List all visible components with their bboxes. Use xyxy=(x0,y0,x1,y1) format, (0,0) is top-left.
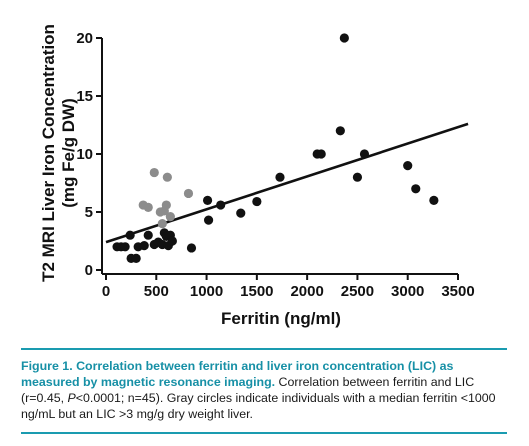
data-point xyxy=(202,195,213,205)
data-point xyxy=(335,126,345,136)
data-point xyxy=(352,172,363,182)
figure-caption: Figure 1. Correlation between ferritin a… xyxy=(21,358,507,422)
data-point xyxy=(316,149,326,159)
x-tick-label: 2000 xyxy=(290,283,323,300)
gray-data-point xyxy=(165,212,175,222)
data-point xyxy=(252,196,262,207)
caption-bottom-rule xyxy=(21,432,507,434)
data-point xyxy=(125,230,135,240)
data-point xyxy=(275,172,285,182)
figure-caption-title: Figure 1. Correlation between ferritin a… xyxy=(21,359,454,389)
data-point xyxy=(143,230,153,240)
x-tick-label: 1000 xyxy=(190,283,223,300)
figure-caption-p: P xyxy=(67,391,76,405)
data-point xyxy=(203,215,214,225)
gray-data-point xyxy=(157,219,167,229)
figure-caption-text-a: Correlation between ferritin and LIC (r=… xyxy=(21,375,475,405)
data-point xyxy=(216,200,226,210)
axes-layer: 0 500 1000 1500 2000 2500 3000 3500 0 5 10 15 20 xyxy=(76,30,474,300)
points-layer xyxy=(112,33,439,263)
x-tick-label: 0 xyxy=(102,283,110,300)
data-point xyxy=(186,243,197,253)
data-point xyxy=(131,253,141,263)
y-tick-label: 20 xyxy=(76,30,93,47)
data-point xyxy=(403,161,413,171)
y-tick-label: 5 xyxy=(85,204,93,221)
gray-data-point xyxy=(162,172,172,182)
x-tick-label: 1500 xyxy=(240,283,273,300)
data-point xyxy=(411,184,421,194)
y-tick-label: 0 xyxy=(85,262,93,279)
gray-data-point xyxy=(161,200,171,210)
data-point xyxy=(139,241,149,251)
x-tick-label: 2500 xyxy=(341,283,374,300)
gray-data-point xyxy=(143,202,153,212)
x-tick-label: 3000 xyxy=(391,283,424,300)
x-tick-label: 500 xyxy=(144,283,169,300)
scatter-chart: 0 500 1000 1500 2000 2500 3000 3500 0 5 10 15 20 Fer… xyxy=(39,24,475,328)
x-axis-title: Ferritin (ng/ml) xyxy=(221,309,341,328)
y-tick-label: 15 xyxy=(76,88,93,105)
gray-data-point xyxy=(149,167,159,178)
gray-data-point xyxy=(183,188,194,199)
data-point xyxy=(236,208,246,218)
x-tick-label: 3500 xyxy=(441,283,474,300)
y-axis-title-line2: (mg Fe/g DW) xyxy=(59,98,78,208)
y-tick-label: 10 xyxy=(76,146,93,163)
y-axis-title-line1: T2 MRI Liver Iron Concentration xyxy=(39,24,58,282)
data-point xyxy=(339,33,349,43)
data-point xyxy=(429,195,439,205)
data-point xyxy=(120,242,130,252)
data-point xyxy=(167,236,177,246)
caption-top-rule xyxy=(21,348,507,350)
figure-caption-text-b: <0.0001; n=45). Gray circles indicate in… xyxy=(21,391,496,421)
data-point xyxy=(359,149,370,159)
